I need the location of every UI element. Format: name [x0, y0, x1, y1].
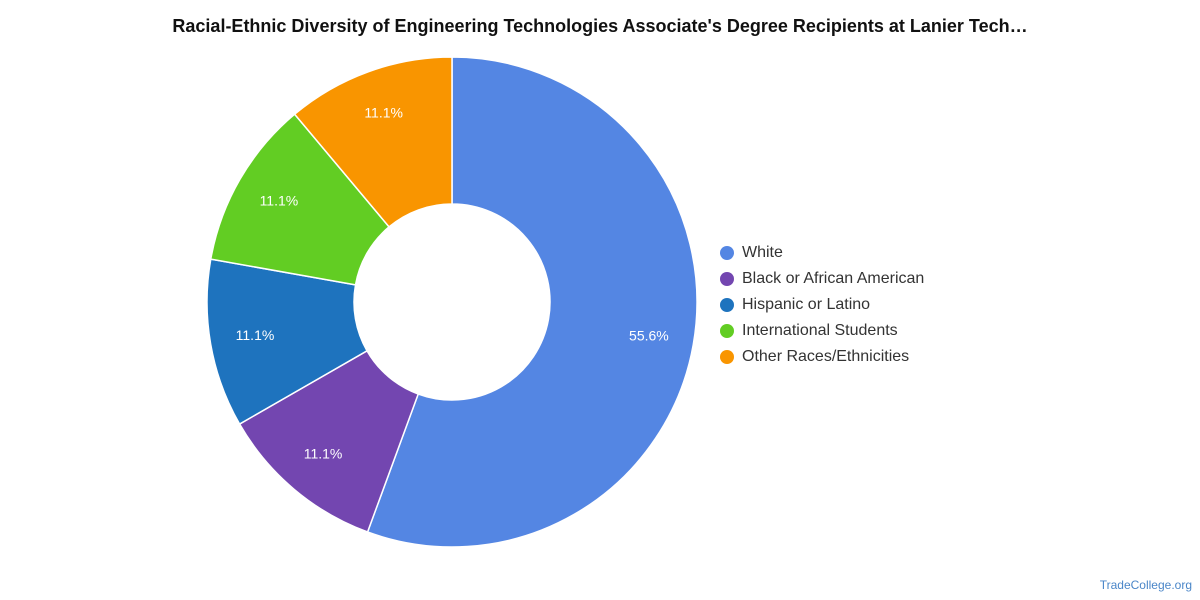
chart-legend: White Black or African American Hispanic o… [720, 240, 924, 370]
slice-label-other-races-ethnicities: 11.1% [364, 105, 403, 121]
legend-label: International Students [742, 322, 898, 339]
legend-swatch [720, 298, 734, 312]
slice-international-students[interactable] [209, 113, 391, 286]
slice-white[interactable] [366, 56, 698, 548]
slice-hispanic-or-latino[interactable] [206, 258, 369, 426]
legend-swatch [720, 246, 734, 260]
legend-swatch [720, 350, 734, 364]
legend-label: Other Races/Ethnicities [742, 348, 910, 365]
legend-swatch [720, 324, 734, 338]
legend-label: Hispanic or Latino [742, 296, 871, 313]
legend-label: White [742, 244, 783, 261]
slice-label-black-or-african-american: 11.1% [304, 446, 343, 462]
slice-black-or-african-american[interactable] [238, 349, 420, 533]
legend-item-hispanic-or-latino[interactable]: Hispanic or Latino [720, 292, 924, 318]
source-link[interactable]: TradeCollege.org [1099, 578, 1192, 592]
slice-other-races-ethnicities[interactable] [293, 56, 453, 228]
legend-item-international-students[interactable]: International Students [720, 318, 924, 344]
legend-item-other-races-ethnicities[interactable]: Other Races/Ethnicities [720, 344, 924, 370]
legend-label: Black or African American [742, 270, 925, 287]
legend-item-white[interactable]: White [720, 240, 924, 266]
slice-label-white: 55.6% [629, 328, 669, 344]
chart-title: Racial-Ethnic Diversity of Engineering T… [172, 16, 1028, 36]
slice-label-hispanic-or-latino: 11.1% [236, 327, 275, 343]
legend-item-black-or-african-american[interactable]: Black or African American [720, 266, 924, 292]
slice-label-international-students: 11.1% [260, 193, 299, 209]
legend-swatch [720, 272, 734, 286]
